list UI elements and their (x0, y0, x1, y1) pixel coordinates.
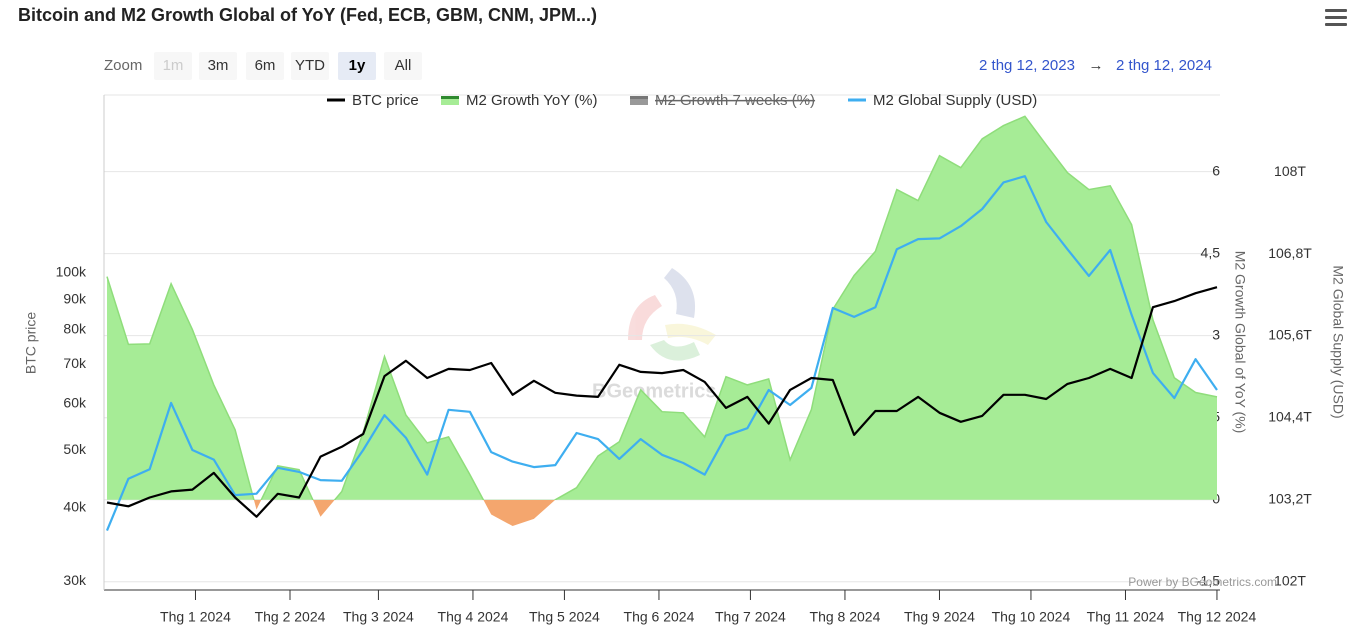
credit[interactable]: Power by BGeometrics.com (1128, 575, 1277, 589)
legend-swatch-top (630, 96, 648, 99)
zoom-button-label: 6m (255, 57, 276, 74)
chart-title: Bitcoin and M2 Growth Global of YoY (Fed… (18, 5, 597, 25)
y-tick-label: 40k (63, 498, 87, 514)
y-tick-label: 60k (63, 394, 87, 410)
area-outline (106, 115, 1218, 500)
zoom-button-label: 1m (163, 57, 184, 74)
y3-tick-label: 106,8T (1268, 245, 1312, 261)
zoom-button-label: 3m (208, 57, 229, 74)
y3-tick-label: 102T (1274, 573, 1306, 589)
y-tick-label: 80k (63, 321, 87, 337)
zoom-button-label: YTD (295, 57, 325, 74)
x-tick-label: Thg 6 2024 (624, 609, 695, 625)
y-tick-label: 50k (63, 441, 87, 457)
x-tick-label: Thg 8 2024 (810, 609, 881, 625)
logo-arc (650, 340, 700, 361)
zoom-label: Zoom (104, 57, 142, 74)
legend-item[interactable]: BTC price (327, 92, 419, 109)
x-tick-label: Thg 4 2024 (438, 609, 509, 625)
menu-bar (1325, 9, 1347, 12)
zoom-button (154, 52, 192, 80)
y2-tick-label: -1,5 (1196, 572, 1220, 588)
range-from[interactable]: 2 thg 12, 2023 (979, 57, 1075, 74)
y3-tick-label: 108T (1274, 163, 1306, 179)
x-tick-label: Thg 11 2024 (1087, 609, 1165, 625)
zoom-button[interactable] (199, 52, 237, 80)
logo-arc (665, 323, 716, 345)
watermark-logo (628, 268, 716, 361)
y3-axis-title: M2 Global Supply (USD) (1330, 265, 1346, 418)
y2-tick-label: 3 (1212, 326, 1220, 342)
x-tick-label: Thg 5 2024 (529, 609, 600, 625)
legend-label: M2 Growth 7 weeks (%) (655, 92, 815, 109)
range-to[interactable]: 2 thg 12, 2024 (1116, 57, 1212, 74)
y-tick-label: 100k (56, 263, 87, 279)
legend-label: M2 Growth YoY (%) (466, 92, 597, 109)
logo-arc (664, 268, 696, 318)
x-tick-label: Thg 3 2024 (343, 609, 414, 625)
legend-item[interactable]: M2 Growth YoY (%) (441, 92, 597, 109)
x-tick-label: Thg 10 2024 (992, 609, 1071, 625)
zoom-button-label: All (395, 57, 412, 74)
y2-tick-label: 4,5 (1201, 244, 1221, 260)
menu-bar (1325, 16, 1347, 19)
zoom-button[interactable] (246, 52, 284, 80)
area-positive (107, 116, 1217, 500)
x-tick-label: Thg 1 2024 (160, 609, 231, 625)
y-tick-label: 70k (63, 355, 87, 371)
legend-swatch (630, 96, 648, 105)
y3-tick-label: 105,6T (1268, 327, 1312, 343)
menu-bar (1325, 23, 1347, 26)
y3-tick-label: 104,4T (1268, 409, 1312, 425)
range-arrow: → (1089, 57, 1104, 74)
y2-tick-label: 6 (1212, 162, 1220, 178)
area-negative (253, 500, 556, 526)
y-tick-label: 90k (63, 290, 87, 306)
legend-label: M2 Global Supply (USD) (873, 92, 1037, 109)
zoom-button[interactable] (291, 52, 329, 80)
y3-tick-label: 103,2T (1268, 491, 1312, 507)
y2-axis-title: M2 Growth Global of YoY (%) (1232, 251, 1248, 434)
x-tick-label: Thg 9 2024 (904, 609, 975, 625)
logo-arc (628, 295, 662, 340)
legend-item[interactable]: M2 Global Supply (USD) (848, 92, 1037, 109)
zoom-button-label: 1y (349, 57, 366, 74)
zoom-button[interactable] (338, 52, 376, 80)
y-tick-label: 30k (63, 572, 87, 588)
legend-swatch (441, 96, 459, 105)
x-tick-label: Thg 2 2024 (255, 609, 326, 625)
legend-item[interactable]: M2 Growth 7 weeks (%) (630, 92, 815, 109)
line (106, 286, 1218, 518)
y-axis-title: BTC price (23, 312, 39, 374)
legend-swatch-top (441, 96, 459, 99)
zoom-button[interactable] (384, 52, 422, 80)
line (105, 175, 1218, 532)
menu-button[interactable] (1325, 9, 1347, 26)
x-tick-label: Thg 12 2024 (1178, 609, 1257, 625)
legend-label: BTC price (352, 92, 419, 109)
x-tick-label: Thg 7 2024 (715, 609, 786, 625)
watermark: BGeometrics (592, 380, 717, 402)
